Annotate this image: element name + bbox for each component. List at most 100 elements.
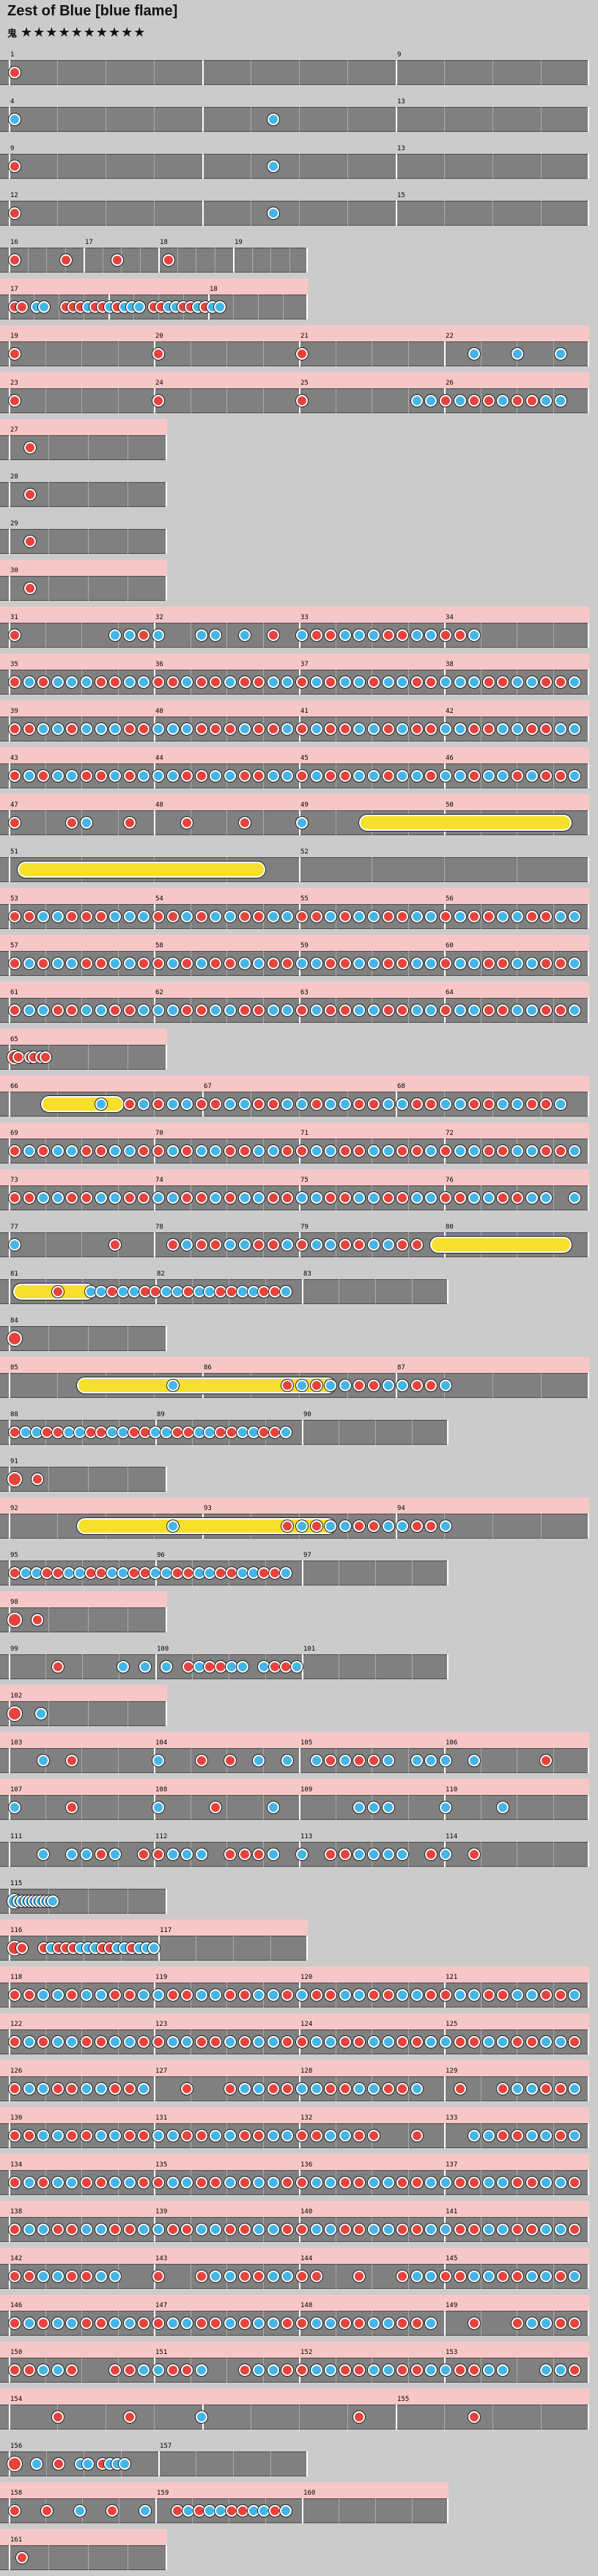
ka-note [296,817,308,829]
don-note [210,1098,222,1110]
don-note [23,911,35,922]
don-note [16,1942,28,1954]
beatline [226,810,227,835]
ka-note [226,1661,237,1673]
gogo-section [0,1685,167,1701]
barline [166,482,167,507]
measure-number: 124 [300,2021,313,2028]
ka-note [382,2036,394,2048]
ka-note [382,1098,394,1110]
barline [9,2405,10,2429]
measure-number: 73 [10,1177,18,1184]
don-note [95,2036,107,2048]
chart-lane: 107 108 109 110 [0,1779,589,1826]
measure-number: 100 [157,1646,169,1653]
don-note [540,958,553,969]
ka-note [30,1567,43,1579]
barline [444,2123,446,2148]
measure-number: 134 [10,2161,23,2169]
don-note [468,770,481,782]
don-note [253,676,265,688]
ka-note [148,1942,160,1954]
ka-note [51,1989,64,2001]
measure-number: 159 [157,2490,169,2497]
don-note [425,723,438,735]
beatline [347,107,348,132]
don-note [152,2036,164,2048]
barline [9,857,10,882]
beatline [262,341,264,366]
ka-note [382,2224,394,2235]
measure-number: 36 [155,661,163,668]
gogo-section [0,372,589,388]
don-note [468,911,481,922]
chart-lane: 154 155 [0,2388,589,2435]
beatline [88,576,89,601]
measure-number: 26 [446,380,454,387]
ka-note [281,1004,294,1016]
ka-note [138,676,150,688]
ka-note [267,2317,279,2329]
measure-number: 29 [10,520,18,528]
ka-note [267,1802,279,1813]
note-track [0,341,589,366]
beatline [553,341,554,366]
beatline [299,201,300,226]
note-track [0,1748,589,1773]
don-note [296,723,308,735]
measure-number: 44 [155,755,163,762]
beatline [46,2451,47,2476]
measure-number: 56 [446,895,454,903]
don-note [440,911,451,922]
barline [155,1654,157,1679]
measure-number: 131 [155,2114,168,2122]
don-note [382,958,394,969]
measure-number: 129 [446,2068,458,2075]
measure-number: 160 [303,2490,316,2497]
don-note [152,958,164,969]
chart-lane: 53 54 55 56 [0,888,589,935]
gogo-section [0,1779,589,1795]
ka-note [139,2505,151,2517]
beatline [139,248,141,273]
don-note [440,1004,451,1016]
measure-number: 46 [446,755,454,762]
measure-number: 87 [397,1364,405,1372]
ka-note [193,1661,205,1673]
ka-note [554,723,566,735]
don-note [454,1192,466,1204]
beatline [57,60,58,85]
beatline [154,2405,155,2429]
don-note [195,2270,207,2282]
ka-note [51,958,64,969]
measure-number: 18 [160,239,168,246]
ka-note [23,770,35,782]
chart-lane: 31 32 33 34 [0,607,589,654]
chart-lane: 84 [0,1310,167,1357]
chart-lane: 57 58 59 60 [0,935,589,982]
measure-number: 138 [10,2208,23,2216]
measure-number: 145 [446,2255,458,2262]
don-note [554,1145,566,1157]
beatline [48,1467,49,1492]
gogo-section [0,2248,589,2264]
ka-note [497,723,509,735]
ka-note [296,1098,308,1110]
beatline [492,2405,493,2429]
chart-lane: 130 131 132 133 [0,2107,589,2154]
beatline [375,2498,376,2523]
ka-note [171,1286,183,1298]
don-note [525,1098,538,1110]
ka-note [280,2505,292,2517]
gogo-section [0,2342,589,2358]
gogo-section [0,325,589,341]
barline [396,60,397,85]
don-note [195,2177,207,2188]
don-note [554,2270,566,2282]
don-note [238,676,251,688]
beatline [541,107,542,132]
ka-note [482,770,495,782]
ka-note [123,1145,136,1157]
drumroll-note [359,815,572,831]
ka-note [368,2177,380,2188]
